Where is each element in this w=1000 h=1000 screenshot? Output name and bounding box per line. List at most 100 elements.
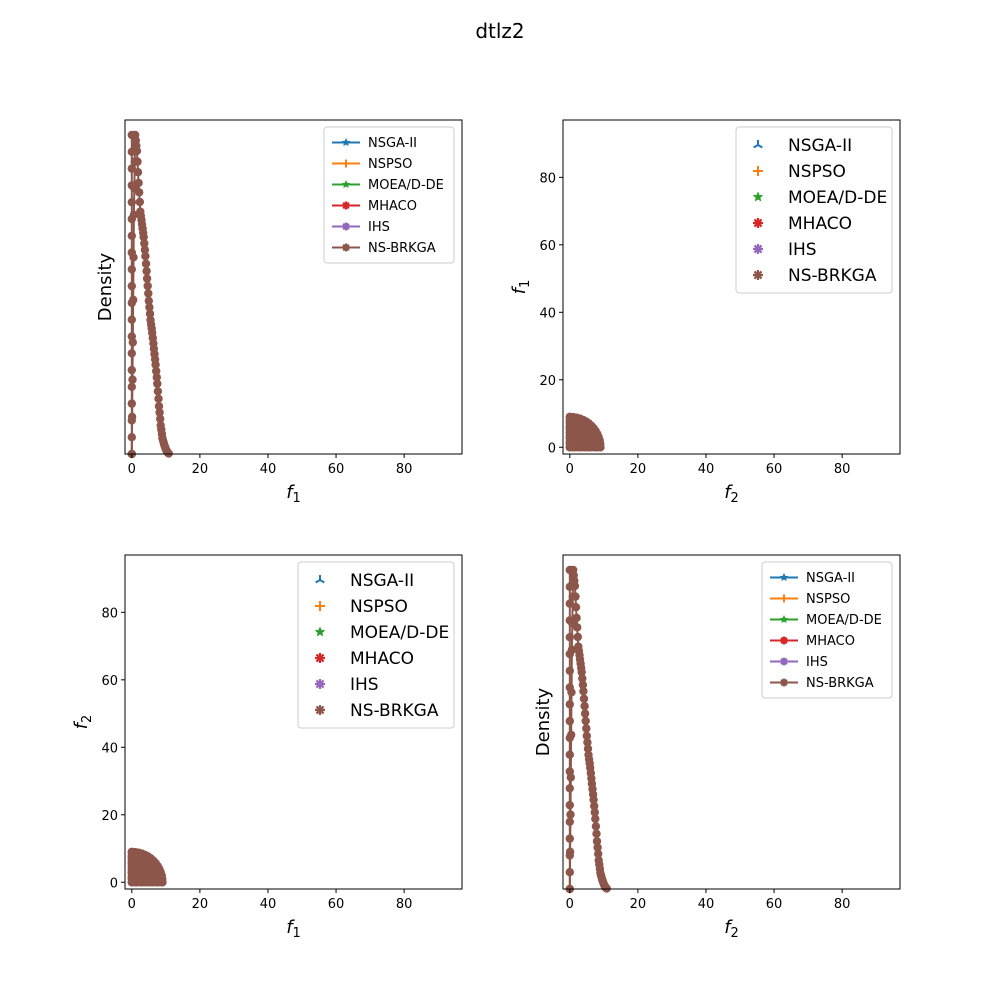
- x-tick-label: 20: [192, 897, 209, 912]
- legend-marker-icon: [314, 626, 326, 637]
- y-tick-label: 80: [101, 606, 118, 621]
- legend-entry: MOEA/D-DE: [770, 613, 882, 628]
- legend-marker-icon: [342, 243, 350, 252]
- density-point: [565, 834, 574, 843]
- legend-box: [323, 126, 455, 264]
- density-point: [135, 188, 144, 197]
- legend-entry: NS-BRKGA: [332, 241, 436, 256]
- legend-label: IHS: [806, 655, 828, 670]
- x-axis-label: f2: [724, 917, 739, 941]
- legend-label: MHACO: [368, 199, 417, 214]
- legend-label: NSPSO: [788, 162, 846, 182]
- legend-marker-icon: [779, 572, 789, 582]
- subplot-p1: 0 20 40 60 80 f1 Density NSGA-II NSPSO MOEA/D-DE M…: [95, 119, 463, 506]
- y-tick-label: 60: [539, 239, 556, 254]
- density-point: [145, 303, 154, 312]
- density-point: [127, 214, 136, 224]
- x-tick-label: 40: [260, 462, 277, 477]
- density-point: [571, 603, 581, 612]
- axes-frame: [124, 554, 463, 890]
- density-point: [565, 666, 574, 675]
- legend-entry: NSGA-II: [332, 136, 417, 151]
- legend-entry: NSPSO: [770, 592, 850, 607]
- legend-label: IHS: [788, 240, 817, 260]
- density-point: [592, 837, 602, 846]
- y-tick-label: 60: [101, 674, 118, 689]
- x-axis-label: f1: [286, 482, 301, 506]
- density-point: [133, 157, 142, 166]
- scatter-point: [596, 443, 605, 452]
- density-point: [590, 808, 599, 817]
- y-tick-label: 40: [539, 306, 556, 321]
- density-point: [579, 694, 589, 703]
- density-point: [565, 565, 574, 575]
- legend-marker-icon: [315, 601, 325, 611]
- density-point: [152, 366, 161, 376]
- y-tick-label: 0: [110, 876, 118, 891]
- density-point: [139, 232, 148, 242]
- legend-entry: NSGA-II: [315, 571, 414, 591]
- legend-marker-icon: [752, 191, 764, 202]
- x-tick-label: 0: [128, 462, 136, 477]
- legend-label: NS-BRKGA: [788, 266, 877, 286]
- density-point: [565, 716, 574, 726]
- density-point: [565, 767, 574, 776]
- x-tick-label: 80: [396, 897, 413, 912]
- x-tick-label: 60: [328, 462, 345, 477]
- legend-marker-icon: [315, 653, 325, 663]
- density-point: [127, 248, 136, 257]
- density-point: [573, 632, 582, 642]
- density-point: [578, 674, 587, 683]
- y-tick-label: 40: [101, 741, 118, 756]
- density-point: [127, 164, 136, 173]
- figure-title: dtlz2: [475, 19, 524, 43]
- legend-marker-icon: [315, 575, 325, 584]
- x-tick-label: 80: [396, 462, 413, 477]
- legend-entry: NSPSO: [753, 162, 846, 182]
- legend-label: NSGA-II: [350, 571, 414, 591]
- x-tick-label: 60: [328, 897, 345, 912]
- legend-label: MHACO: [788, 214, 852, 234]
- y-tick-label: 20: [101, 809, 118, 824]
- density-point: [565, 633, 574, 642]
- density-point: [153, 379, 162, 388]
- legend-label: IHS: [368, 220, 390, 235]
- density-point: [134, 178, 143, 188]
- legend-entry: IHS: [315, 675, 379, 695]
- density-point: [583, 738, 592, 747]
- legend-marker-icon: [753, 270, 763, 280]
- legend-marker-icon: [780, 678, 788, 687]
- x-tick-label: 0: [566, 462, 574, 477]
- legend-box: [761, 561, 893, 699]
- legend-label: NS-BRKGA: [350, 701, 439, 721]
- density-point: [127, 315, 136, 324]
- legend-label: MHACO: [806, 634, 855, 649]
- density-point: [581, 716, 590, 726]
- legend-label: MOEA/D-DE: [368, 178, 444, 193]
- density-point: [565, 649, 574, 659]
- density-point: [573, 623, 582, 632]
- density-point: [127, 382, 136, 391]
- legend-entry: MOEA/D-DE: [314, 623, 449, 643]
- density-point: [155, 408, 164, 417]
- y-axis-label: Density: [533, 687, 554, 756]
- subplot-p3: 0 20 40 60 80 0 20 40 60 80 f1 f2 NSGA-II NSPSO MOEA/D…: [71, 554, 463, 941]
- axes-frame: [562, 554, 901, 890]
- legend-label: NSGA-II: [806, 571, 855, 586]
- density-point: [127, 298, 136, 308]
- legend-entry: NSGA-II: [753, 136, 852, 156]
- legend-marker-icon: [753, 140, 763, 149]
- density-point: [156, 414, 165, 424]
- y-axis-label: f1: [509, 280, 533, 295]
- legend-entry: NS-BRKGA: [315, 701, 439, 721]
- legend-entry: MOEA/D-DE: [752, 188, 887, 208]
- legend-marker-icon: [341, 137, 351, 147]
- legend-entry: MHACO: [315, 649, 414, 669]
- density-point: [127, 332, 136, 341]
- legend-marker-icon: [779, 614, 789, 624]
- legend-entry: NS-BRKGA: [770, 676, 874, 691]
- density-point: [565, 851, 574, 860]
- scatter-point: [127, 847, 136, 857]
- subplot-p4: 0 20 40 60 80 f2 Density NSGA-II NSPSO MOEA/D-DE M…: [533, 554, 901, 941]
- density-point: [592, 829, 601, 838]
